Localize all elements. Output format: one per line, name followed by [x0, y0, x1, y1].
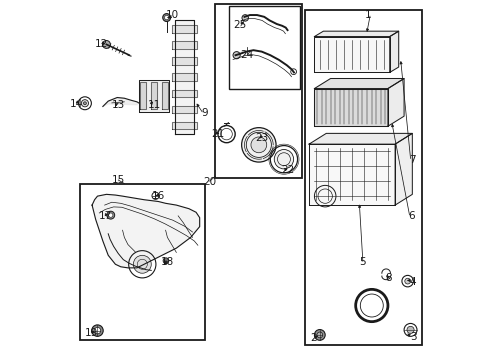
Circle shape — [108, 213, 113, 217]
Circle shape — [241, 128, 276, 162]
Circle shape — [92, 325, 103, 336]
Bar — [215, 4, 301, 178]
Polygon shape — [171, 90, 197, 97]
Text: 12: 12 — [94, 40, 107, 49]
Circle shape — [316, 332, 322, 338]
Circle shape — [163, 258, 168, 264]
Polygon shape — [139, 80, 169, 112]
Circle shape — [81, 100, 88, 107]
Bar — [304, 10, 421, 345]
Polygon shape — [171, 73, 197, 81]
Text: 22: 22 — [280, 165, 294, 175]
Text: 13: 13 — [111, 100, 124, 110]
Circle shape — [233, 51, 240, 59]
Polygon shape — [314, 78, 403, 89]
Circle shape — [250, 137, 266, 153]
Text: 18: 18 — [161, 257, 174, 267]
Polygon shape — [171, 58, 197, 65]
Polygon shape — [171, 105, 197, 113]
Polygon shape — [92, 194, 199, 268]
Polygon shape — [151, 82, 157, 109]
Text: 16: 16 — [151, 191, 165, 201]
Polygon shape — [171, 26, 197, 33]
Text: 9: 9 — [201, 108, 207, 118]
Polygon shape — [389, 31, 398, 72]
Text: 20: 20 — [203, 177, 216, 187]
Circle shape — [242, 15, 248, 21]
Polygon shape — [102, 98, 139, 107]
Bar — [229, 6, 300, 89]
Text: 17: 17 — [99, 211, 112, 221]
Circle shape — [164, 15, 168, 20]
Text: 4: 4 — [408, 277, 415, 287]
Text: 5: 5 — [359, 257, 366, 267]
Polygon shape — [387, 78, 403, 126]
Text: 19: 19 — [84, 328, 98, 338]
Text: 15: 15 — [111, 175, 124, 185]
Polygon shape — [314, 37, 389, 72]
Circle shape — [102, 41, 110, 48]
Polygon shape — [171, 41, 197, 49]
Polygon shape — [308, 134, 411, 144]
Text: 6: 6 — [407, 211, 414, 221]
Circle shape — [404, 278, 410, 284]
Text: 2: 2 — [310, 333, 316, 343]
Polygon shape — [308, 144, 394, 205]
Text: 8: 8 — [385, 273, 391, 283]
Text: 10: 10 — [166, 10, 179, 20]
Circle shape — [133, 255, 151, 273]
Text: 3: 3 — [409, 332, 415, 342]
Polygon shape — [394, 134, 411, 205]
Circle shape — [94, 327, 101, 334]
Polygon shape — [314, 89, 387, 126]
Text: 21: 21 — [210, 129, 224, 139]
Polygon shape — [171, 122, 197, 129]
Circle shape — [106, 211, 115, 219]
Bar — [80, 184, 204, 339]
Polygon shape — [174, 20, 194, 134]
Text: 7: 7 — [408, 155, 415, 165]
Circle shape — [406, 326, 413, 333]
Polygon shape — [314, 31, 398, 37]
Text: 14: 14 — [70, 99, 83, 109]
Text: 23: 23 — [255, 133, 268, 143]
Text: 11: 11 — [147, 100, 161, 110]
Polygon shape — [140, 82, 145, 109]
Text: 1: 1 — [364, 10, 371, 20]
Circle shape — [83, 102, 86, 105]
Circle shape — [274, 149, 293, 169]
Circle shape — [163, 14, 170, 22]
Text: 24: 24 — [240, 50, 253, 60]
Polygon shape — [162, 82, 167, 109]
Circle shape — [314, 329, 325, 340]
Text: 25: 25 — [233, 20, 246, 30]
